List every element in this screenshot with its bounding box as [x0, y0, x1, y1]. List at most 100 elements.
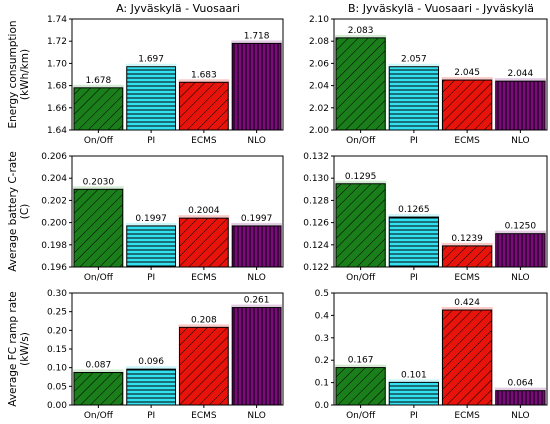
value-label: 0.2030	[83, 177, 115, 187]
x-tick-label: On/Off	[346, 136, 376, 146]
value-label: 0.1250	[505, 222, 537, 232]
x-tick-label: ECMS	[454, 136, 480, 146]
y-tick-label: 2.04	[309, 82, 329, 92]
bar-hatch	[336, 367, 386, 405]
y-tick-label: 0.00	[47, 401, 67, 411]
x-tick-label: ECMS	[191, 136, 217, 146]
bar-hatch	[495, 233, 545, 267]
value-label: 0.208	[191, 315, 217, 325]
y-axis-label: (kW/s)	[19, 332, 31, 366]
axes-frame	[333, 292, 548, 406]
x-tick-label: ECMS	[454, 273, 480, 283]
x-tick-label: PI	[410, 411, 418, 421]
bar-hatch	[442, 245, 492, 267]
y-tick-label: 1.64	[47, 126, 67, 136]
y-axis-label: (kWh/km)	[19, 49, 31, 100]
x-tick-label: NLO	[511, 411, 530, 421]
x-tick-label: PI	[147, 136, 155, 146]
y-tick-label: 0.130	[303, 174, 329, 184]
x-tick-label: PI	[410, 273, 418, 283]
y-tick-label: 0.128	[303, 196, 329, 206]
y-tick-label: 0.122	[303, 263, 329, 273]
value-label: 0.101	[401, 370, 427, 380]
axes-frame	[333, 155, 548, 268]
bar-hatch	[232, 225, 281, 267]
x-tick-label: NLO	[247, 411, 266, 421]
value-label: 0.1997	[135, 214, 167, 224]
y-tick-label: 0.202	[41, 196, 67, 206]
bar-hatch	[179, 218, 229, 267]
value-label: 0.2004	[188, 206, 220, 216]
y-tick-label: 2.08	[309, 37, 329, 47]
value-label: 0.096	[138, 357, 164, 367]
y-tick-label: 0.30	[47, 289, 67, 299]
bar-hatch	[179, 82, 229, 130]
value-label: 0.087	[85, 361, 111, 371]
y-tick-label: 0.5	[315, 289, 329, 299]
x-tick-label: ECMS	[191, 273, 217, 283]
y-axis-label: Average FC ramp rate	[7, 291, 19, 406]
bar-hatch	[495, 81, 545, 130]
bars-layer	[73, 34, 546, 406]
bar-hatch	[126, 225, 176, 267]
x-tick-label: PI	[410, 136, 418, 146]
y-tick-label: 0.126	[303, 219, 329, 229]
value-label: 2.045	[454, 68, 480, 78]
bar-hatch	[126, 369, 176, 405]
text-layer: A: Jyväskylä - Vuosaari B: Jyväskylä - V…	[7, 2, 536, 421]
y-tick-label: 2.10	[309, 15, 329, 25]
bar-hatch	[389, 217, 439, 267]
y-tick-label: 0.1	[315, 379, 329, 389]
y-tick-label: 0.124	[303, 241, 329, 251]
y-axis-label: (C)	[19, 204, 31, 220]
value-label: 0.064	[507, 379, 533, 389]
y-tick-label: 0.2	[315, 356, 329, 366]
value-label: 0.1997	[241, 214, 273, 224]
bar-hatch	[336, 37, 386, 131]
bar-hatch	[232, 307, 281, 405]
column-title-b: B: Jyväskylä - Vuosaari - Jyväskylä	[348, 2, 534, 15]
value-label: 1.683	[191, 70, 217, 80]
x-tick-label: NLO	[511, 136, 530, 146]
x-tick-label: On/Off	[84, 411, 114, 421]
y-tick-label: 0.05	[47, 382, 67, 392]
y-tick-label: 0.200	[41, 219, 67, 229]
x-tick-label: On/Off	[84, 136, 114, 146]
y-tick-label: 0.4	[315, 311, 330, 321]
bar-hatch	[389, 66, 439, 130]
axes-frame	[71, 155, 284, 268]
value-label: 1.718	[244, 31, 270, 41]
y-tick-label: 1.70	[47, 59, 67, 69]
value-label: 0.261	[244, 296, 270, 306]
y-tick-label: 0.198	[41, 241, 67, 251]
bar-hatch	[74, 189, 123, 267]
bar-hatch	[336, 183, 386, 267]
axes-layer	[69, 18, 548, 408]
value-label: 0.1265	[398, 205, 430, 215]
y-tick-label: 0.132	[303, 152, 329, 162]
y-tick-label: 2.06	[309, 59, 329, 69]
column-title-a: A: Jyväskylä - Vuosaari	[116, 2, 240, 15]
value-label: 2.044	[507, 69, 533, 79]
x-tick-label: NLO	[247, 273, 266, 283]
bar-hatch	[442, 310, 492, 405]
y-tick-label: 0.206	[41, 152, 67, 162]
axes-frame	[333, 18, 548, 131]
bar-hatch	[389, 382, 439, 405]
x-tick-label: On/Off	[346, 273, 376, 283]
value-label: 2.083	[348, 26, 374, 36]
y-tick-label: 0.3	[315, 334, 329, 344]
x-tick-label: On/Off	[346, 411, 376, 421]
bar-hatch	[74, 87, 123, 130]
y-axis-label: Energy consumption	[7, 20, 19, 128]
value-label: 1.697	[138, 55, 164, 65]
y-tick-label: 1.74	[47, 15, 67, 25]
value-label: 0.1295	[345, 172, 377, 182]
value-label: 1.678	[85, 76, 111, 86]
bar-hatch	[126, 66, 176, 130]
bar-hatch	[74, 372, 123, 405]
y-tick-label: 1.66	[47, 104, 67, 114]
value-label: 0.424	[454, 298, 480, 308]
value-label: 0.1239	[451, 234, 483, 244]
x-tick-label: NLO	[511, 273, 530, 283]
